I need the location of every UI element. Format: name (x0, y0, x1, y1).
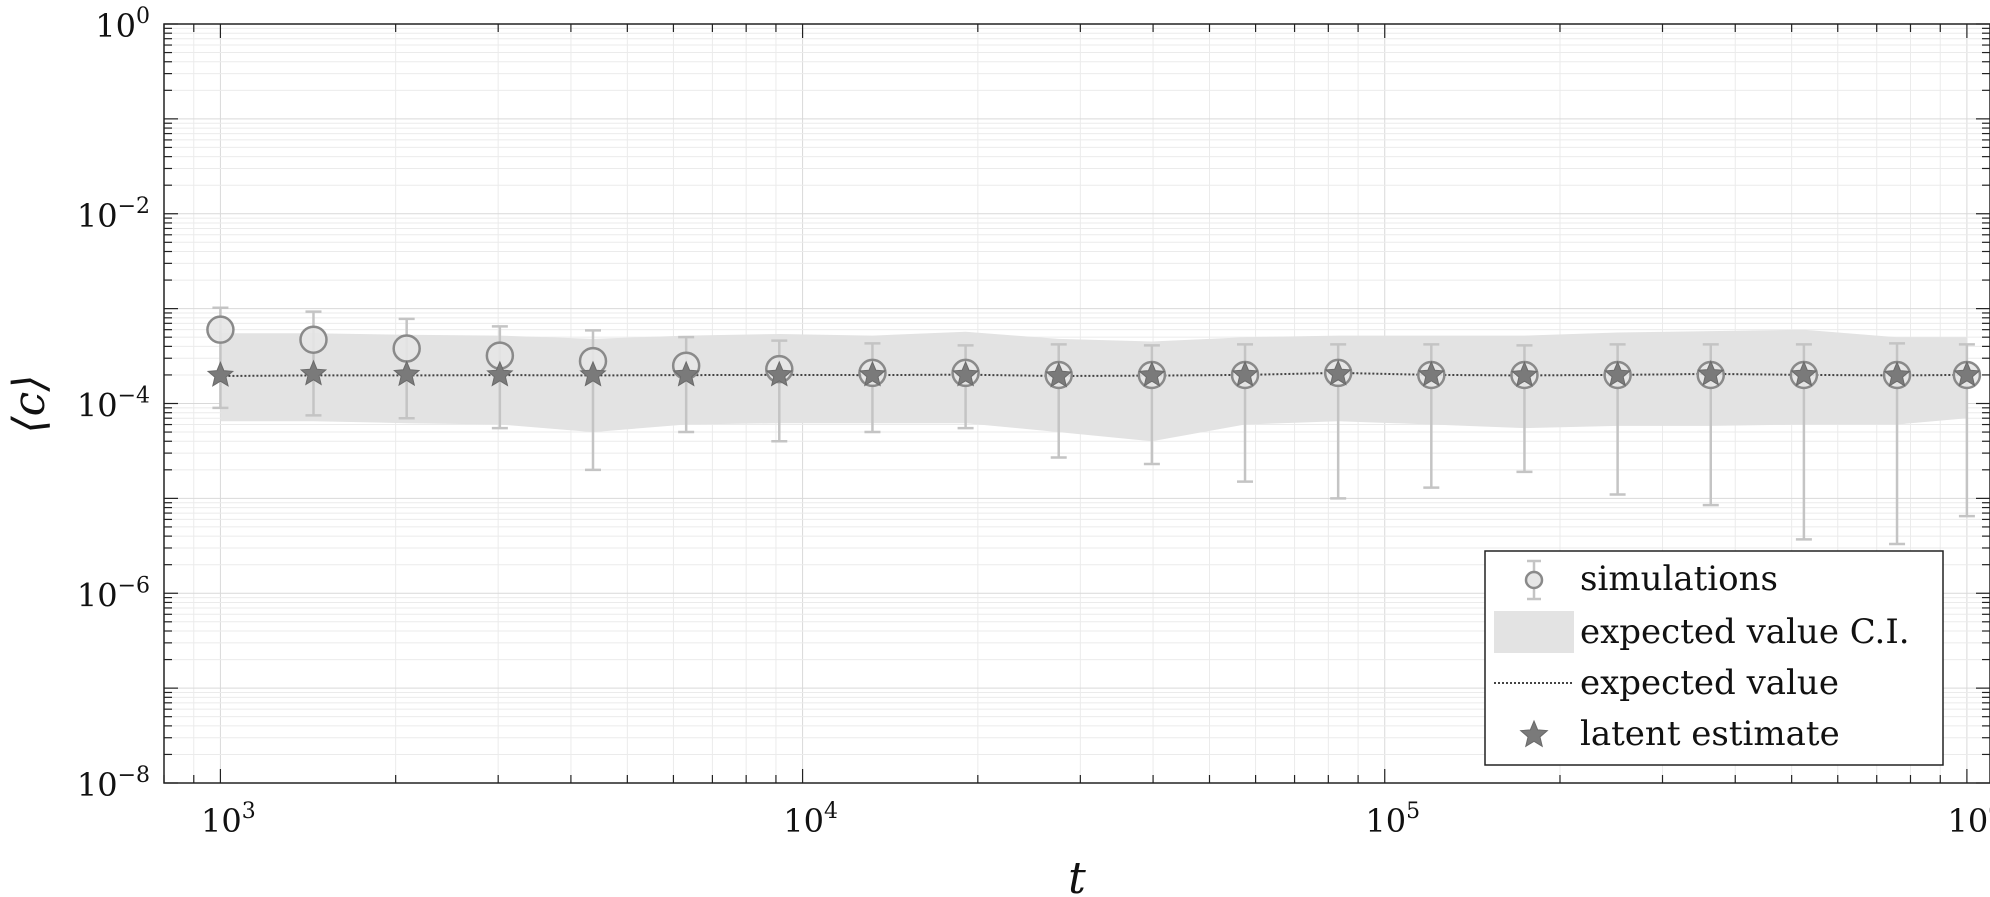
legend-label-ci: expected value C.I. (1580, 612, 1910, 652)
y-tick-label: 10−8 (77, 763, 150, 804)
y-tick-label: 10−6 (77, 573, 150, 614)
x-tick-label: 105 (1365, 799, 1420, 840)
latent-estimate-point (858, 360, 887, 387)
expected-value-line (220, 371, 1967, 378)
latent-estimate-point (393, 360, 421, 387)
latent-estimate-point (299, 359, 328, 386)
latent-estimate-point (1790, 360, 1818, 387)
x-tick-label: 104 (783, 799, 838, 840)
x-axis-label: t (1068, 853, 1086, 897)
axes (163, 23, 1990, 784)
x-tick-label: 103 (201, 799, 256, 840)
latent-estimate-point (1883, 361, 1911, 387)
y-tick-label: 100 (95, 4, 150, 45)
x-tick-label: 106 (1948, 799, 1990, 840)
tick-labels: 103 104 105 106 100 10−2 10−4 10−6 10−8 (77, 4, 1990, 840)
legend-box (1484, 550, 1944, 766)
latent-estimate-point (951, 360, 980, 387)
latent-estimate-point (1324, 359, 1352, 386)
confidence-band (220, 329, 1967, 442)
latent-estimate-point (1697, 360, 1725, 386)
legend-label-expected-value: expected value (1580, 663, 1839, 703)
legend-latent-estimate-swatch (1519, 719, 1549, 748)
latent-estimate-point (672, 360, 700, 387)
simulation-point (299, 325, 328, 354)
y-axis-label: ⟨c⟩ (4, 375, 55, 434)
latent-estimate-point (1045, 361, 1073, 388)
latent-estimate-point (1231, 360, 1259, 387)
legend: simulations expected value C.I. expected… (1484, 550, 1944, 766)
latent-estimate-point (579, 360, 607, 387)
latent-estimate-point (1953, 360, 1981, 387)
data-markers (206, 315, 1982, 390)
legend-label-latent-estimate: latent estimate (1580, 714, 1840, 754)
latent-estimate-point (765, 360, 793, 387)
latent-estimate-point (1138, 361, 1166, 387)
y-tick-label: 10−2 (77, 194, 150, 235)
latent-estimate-point (486, 360, 514, 387)
latent-estimate-point (1510, 361, 1539, 387)
simulation-point (206, 315, 235, 344)
legend-simulations-swatch (1524, 559, 1544, 601)
latent-estimate-point (206, 361, 235, 387)
latent-estimate-point (1417, 360, 1445, 387)
y-tick-label: 10−4 (77, 384, 150, 425)
ci-band-area (220, 329, 1967, 442)
simulation-point (392, 334, 421, 363)
expected-value-path (220, 371, 1967, 378)
legend-ci-swatch (1494, 611, 1574, 653)
latent-estimate-point (1604, 360, 1632, 387)
legend-label-simulations: simulations (1580, 559, 1778, 599)
